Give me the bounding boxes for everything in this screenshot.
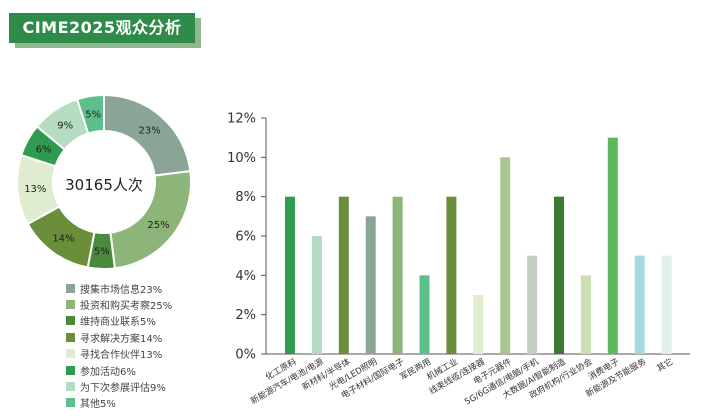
legend-swatch — [66, 283, 75, 293]
legend-item: 投资和购买考察25% — [66, 296, 172, 312]
page-title: CIME2025观众分析 — [9, 13, 195, 43]
legend-swatch — [66, 398, 75, 408]
legend-label: 搜集市场信息23% — [80, 284, 163, 296]
y-tick-label: 2% — [235, 308, 256, 323]
legend-item: 寻求解决方案14% — [66, 329, 172, 345]
bar — [446, 196, 457, 354]
y-tick-label: 8% — [235, 190, 256, 205]
legend-label: 参加活动6% — [80, 366, 136, 378]
donut-slice-label: 9% — [57, 120, 73, 131]
y-tick-label: 12% — [227, 112, 256, 127]
y-tick-label: 10% — [227, 151, 256, 166]
bar — [311, 236, 322, 354]
bar — [392, 196, 403, 354]
legend-item: 维持商业联系5% — [66, 313, 172, 329]
legend-label: 寻找合作伙伴13% — [80, 350, 163, 362]
legend-label: 维持商业联系5% — [80, 317, 156, 329]
bar — [338, 196, 349, 354]
bar — [500, 157, 511, 354]
donut-slice-label: 14% — [52, 233, 74, 244]
donut-slice-label: 6% — [36, 144, 52, 155]
bar — [634, 255, 645, 354]
legend-swatch — [66, 382, 75, 392]
legend-label: 为下次参展评估9% — [80, 383, 166, 395]
y-tick-label: 0% — [235, 348, 256, 363]
donut-center-label: 30165人次 — [65, 176, 143, 194]
legend-swatch — [66, 300, 75, 310]
bar — [473, 295, 484, 354]
donut-legend: 搜集市场信息23% 投资和购买考察25% 维持商业联系5% 寻求解决方案14% 寻找合作… — [66, 280, 172, 411]
donut-slice — [75, 93, 105, 135]
legend-swatch — [66, 349, 75, 359]
y-tick-label: 6% — [235, 230, 256, 245]
y-tick-label: 4% — [235, 269, 256, 284]
bar — [580, 275, 591, 354]
bar — [607, 137, 618, 354]
bar — [661, 255, 672, 354]
legend-label: 投资和购买考察25% — [80, 301, 173, 313]
bar — [419, 275, 430, 354]
donut-slice-label: 13% — [24, 184, 46, 195]
legend-label: 其他5% — [80, 399, 116, 411]
legend-item: 参加活动6% — [66, 362, 172, 378]
title-banner: CIME2025观众分析 — [0, 0, 210, 52]
donut-chart: 23% 25% 5% 14% 13% 6% 9% 5% 30165人次 — [16, 93, 192, 270]
legend-label: 寻求解决方案14% — [80, 333, 163, 345]
legend-item: 为下次参展评估9% — [66, 378, 172, 394]
bar — [527, 255, 538, 354]
legend-swatch — [66, 316, 75, 326]
bar-chart: 0%2%4%6%8%10%12% 化工原料新能源汽车/电池/电源新材料/半导体光… — [227, 112, 690, 408]
legend-item: 其他5% — [66, 395, 172, 411]
legend-item: 搜集市场信息23% — [66, 280, 172, 296]
x-tick-label: 其它 — [655, 356, 675, 374]
donut-slice-label: 23% — [139, 126, 161, 137]
legend-swatch — [66, 365, 75, 375]
bar — [554, 196, 564, 354]
legend-swatch — [66, 332, 75, 342]
donut-slice-label: 25% — [147, 220, 169, 231]
bar — [285, 196, 295, 354]
donut-slice-label: 5% — [94, 246, 110, 257]
donut-slice-label: 5% — [85, 109, 101, 120]
legend-item: 寻找合作伙伴13% — [66, 346, 172, 362]
bar — [365, 216, 376, 354]
